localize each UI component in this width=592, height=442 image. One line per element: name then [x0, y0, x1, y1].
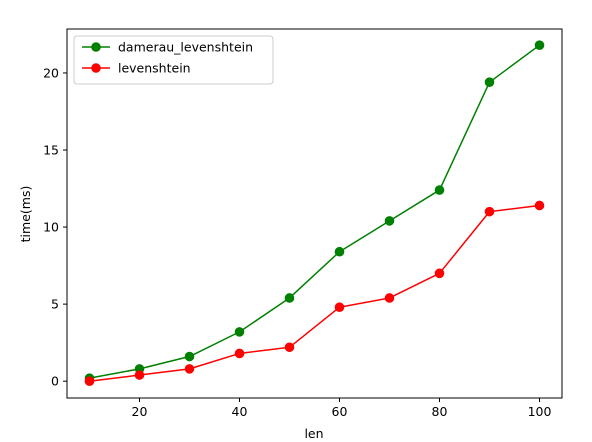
legend-marker [91, 63, 101, 73]
data-point [434, 268, 445, 279]
data-point [234, 348, 245, 359]
legend-label: levenshtein [118, 61, 191, 76]
y-tick-label: 10 [43, 220, 59, 235]
data-point [184, 351, 195, 362]
data-point [434, 185, 445, 195]
legend-box [73, 35, 274, 85]
series-line-0 [89, 44, 540, 379]
axes: 20 40 60 80 100 0 5 10 15 20 [43, 28, 563, 419]
x-tick-label: 100 [528, 404, 552, 419]
legend-marker [91, 42, 101, 52]
y-tick-label: 0 [51, 374, 59, 389]
data-point [534, 200, 545, 211]
data-point [284, 293, 295, 303]
data-point [334, 302, 345, 313]
x-tick-label: 40 [232, 404, 248, 419]
data-point [534, 40, 545, 50]
data-point [84, 376, 95, 387]
data-point [234, 327, 245, 337]
plot-area [84, 40, 545, 387]
data-point [134, 370, 145, 380]
data-point [334, 246, 345, 257]
x-tick-label: 20 [132, 404, 148, 419]
y-axis-label: time(ms) [18, 186, 33, 243]
data-point [384, 293, 395, 303]
y-tick-label: 15 [43, 142, 59, 157]
y-tick-label: 5 [51, 297, 59, 312]
x-tick-label: 60 [332, 404, 348, 419]
data-point [484, 206, 495, 217]
x-axis-label: len [304, 426, 323, 441]
axes-frame [66, 28, 563, 399]
x-tick-label: 80 [432, 404, 448, 419]
data-point [184, 364, 195, 374]
legend-label: damerau_levenshtein [118, 40, 253, 55]
data-point [284, 342, 295, 353]
data-point [484, 77, 495, 87]
legend: damerau_levenshtein levenshtein [73, 35, 274, 85]
series-line-1 [89, 204, 540, 382]
data-point [384, 216, 395, 226]
y-tick-label: 20 [43, 65, 59, 80]
